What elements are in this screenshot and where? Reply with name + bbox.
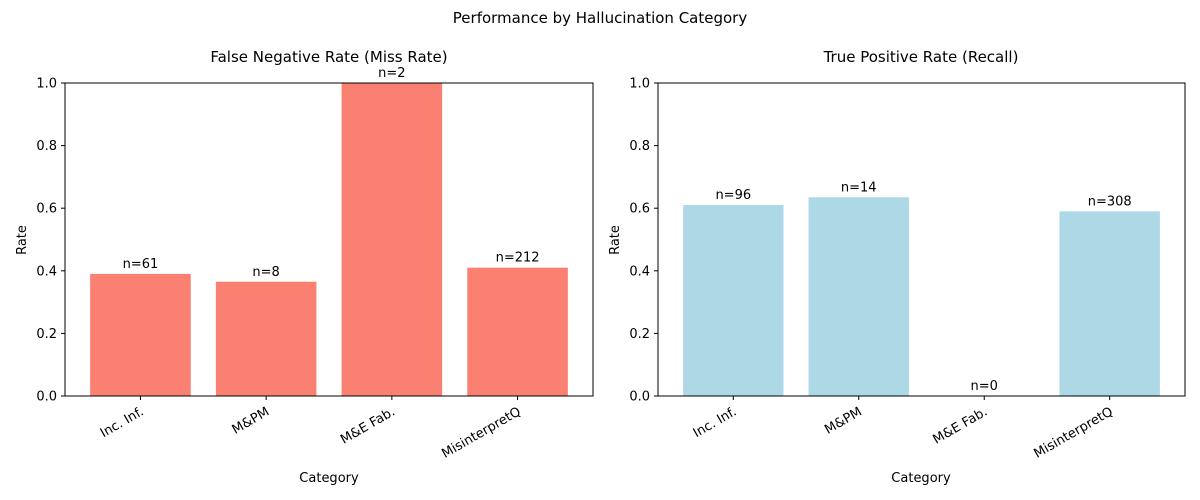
y-tick-label-0: 0.0 [36,390,57,405]
bar-2 [341,83,443,396]
y-ticks-group: 0.0 0.2 0.4 0.6 0.8 1.0 [36,77,65,405]
annotations-group: n=96 n=14 n=0 n=308 [715,180,1131,394]
y-tick-label-1: 0.2 [36,327,57,342]
bars-group [683,197,1160,396]
bars-group [90,83,568,396]
bar-annotation-1: n=8 [252,265,279,280]
y-tick-label-4: 0.8 [36,139,57,154]
chart-title: False Negative Rate (Miss Rate) [210,48,447,66]
y-tick-label-2: 0.4 [36,264,57,279]
x-axis-label: Category [891,471,951,486]
bar-annotation-0: n=61 [123,257,159,272]
chart-title: True Positive Rate (Recall) [823,48,1019,66]
figure-title: Performance by Hallucination Category [453,9,748,27]
annotations-group: n=61 n=8 n=2 n=212 [123,66,540,280]
y-tick-label-3: 0.6 [629,202,650,217]
y-tick-label-1: 0.2 [629,327,650,342]
y-tick-label-4: 0.8 [629,139,650,154]
bar-annotation-1: n=14 [841,180,877,195]
y-tick-label-5: 1.0 [36,77,57,92]
bar-annotation-3: n=308 [1088,194,1132,209]
y-tick-label-2: 0.4 [629,264,650,279]
y-tick-label-5: 1.0 [629,77,650,92]
bar-0 [90,273,191,396]
bar-annotation-3: n=212 [496,251,540,266]
bar-annotation-0: n=96 [715,188,751,203]
bar-3 [1059,211,1160,396]
bar-1 [215,281,317,396]
y-axis-label: Rate [15,225,30,255]
y-tick-label-0: 0.0 [629,390,650,405]
bar-annotation-2: n=2 [378,66,405,81]
y-ticks-group: 0.0 0.2 0.4 0.6 0.8 1.0 [629,77,658,405]
bar-1 [808,197,909,396]
bar-3 [467,267,568,396]
plot-frame [657,82,1186,397]
plot-frame [64,82,594,397]
y-tick-label-3: 0.6 [36,202,57,217]
y-axis-label: Rate [608,225,623,255]
bar-0 [683,205,784,396]
bar-annotation-2: n=0 [971,379,998,394]
x-axis-label: Category [299,471,359,486]
chart-false-negative-rate: False Negative Rate (Miss Rate) Rate Cat… [15,48,594,486]
